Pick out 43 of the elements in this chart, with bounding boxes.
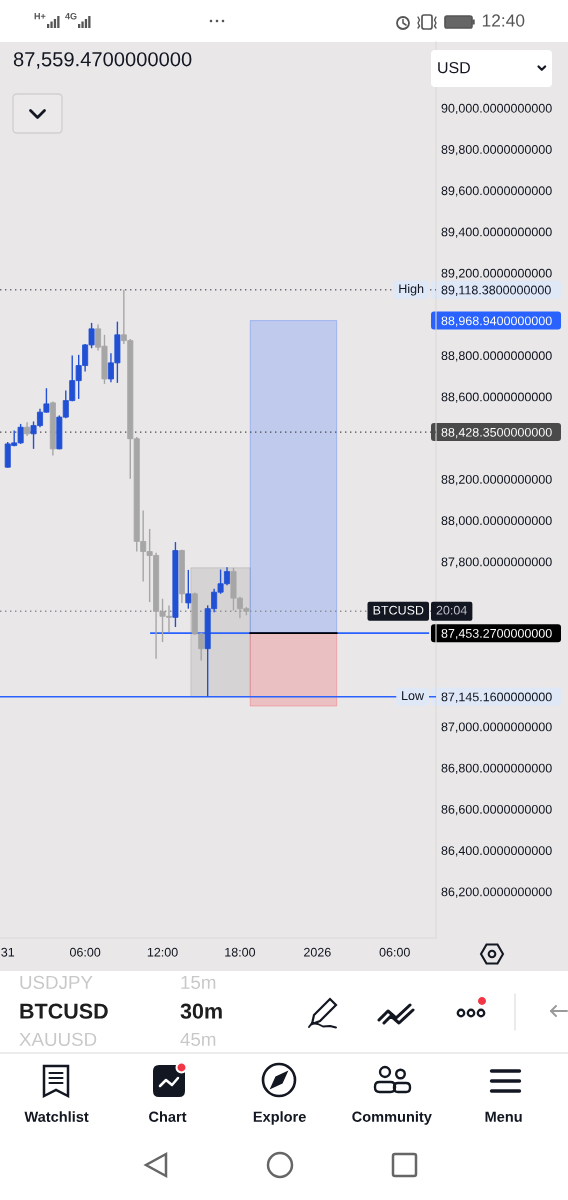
text: Explore: [253, 1111, 306, 1125]
y-tick-label: 86,400.0000000000: [441, 846, 552, 857]
text: Community: [352, 1111, 432, 1125]
ref-line-label: Low: [402, 691, 425, 701]
y-tick-label: 88,600.0000000000: [441, 392, 552, 403]
x-tick-label: 31: [1, 947, 15, 957]
y-tick-label: 87,000.0000000000: [441, 722, 552, 733]
y-tick-label: 89,118.3800000000: [441, 285, 551, 296]
text: Menu: [485, 1111, 522, 1122]
text: 4G: [65, 13, 77, 20]
annotation: BTCUSD: [373, 605, 424, 615]
y-tick-label: 87,145.1600000000: [441, 692, 552, 703]
text: Chart: [149, 1111, 187, 1122]
y-tick-label: 89,800.0000000000: [441, 145, 552, 156]
x-tick-label: 12:00: [147, 947, 178, 957]
x-tick-label: 06:00: [69, 947, 101, 957]
text: H+: [34, 13, 46, 20]
y-tick-label: 90,000.0000000000: [441, 103, 552, 115]
x-tick-label: 2026: [304, 947, 331, 957]
text: 30m: [180, 1003, 222, 1019]
y-tick-label: 88,800.0000000000: [441, 351, 552, 362]
y-tick-label: 89,600.0000000000: [441, 186, 552, 197]
y-tick-label: 86,800.0000000000: [441, 763, 552, 774]
text: USD: [438, 61, 470, 74]
x-tick-label: 06:00: [379, 947, 410, 957]
text: BTCUSD: [20, 1003, 108, 1019]
y-tick-label: 88,968.9400000000: [441, 316, 552, 327]
annotation: 20:04: [436, 605, 467, 615]
y-tick-label: 89,400.0000000000: [441, 227, 552, 238]
candlestick: [185, 569, 192, 610]
text: 12:40: [482, 14, 525, 27]
text: Watchlist: [24, 1111, 89, 1122]
ref-line-label: High: [399, 283, 424, 296]
y-tick-label: 86,200.0000000000: [441, 887, 552, 898]
y-tick-label: 89,200.0000000000: [441, 268, 552, 280]
annotation: 87,559.4700000000: [13, 52, 192, 69]
y-tick-label: 87,453.2700000000: [441, 628, 552, 640]
y-tick-label: 87,800.0000000000: [441, 557, 552, 568]
y-tick-label: 88,428.3500000000: [441, 427, 552, 439]
x-tick-label: 18:00: [225, 947, 256, 957]
y-tick-label: 88,200.0000000000: [441, 474, 552, 486]
y-tick-label: 88,000.0000000000: [441, 516, 552, 527]
y-tick-label: 86,600.0000000000: [441, 804, 552, 816]
